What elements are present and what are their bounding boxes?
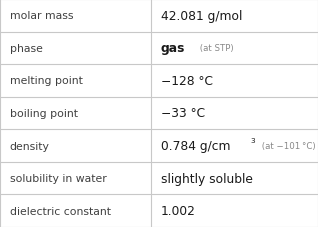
Text: density: density: [10, 141, 49, 151]
Text: solubility in water: solubility in water: [10, 173, 106, 183]
Text: gas: gas: [161, 42, 185, 55]
Text: −33 °C: −33 °C: [161, 107, 205, 120]
Text: −128 °C: −128 °C: [161, 75, 213, 88]
Text: phase: phase: [10, 44, 42, 54]
Text: 1.002: 1.002: [161, 204, 196, 217]
Text: melting point: melting point: [10, 76, 82, 86]
Text: (at −101 °C): (at −101 °C): [259, 141, 316, 151]
Text: 0.784 g/cm: 0.784 g/cm: [161, 139, 230, 152]
Text: boiling point: boiling point: [10, 109, 78, 118]
Text: molar mass: molar mass: [10, 11, 73, 21]
Text: dielectric constant: dielectric constant: [10, 206, 111, 216]
Text: (at STP): (at STP): [197, 44, 233, 53]
Text: 42.081 g/mol: 42.081 g/mol: [161, 10, 242, 23]
Text: slightly soluble: slightly soluble: [161, 172, 252, 185]
Text: 3: 3: [250, 138, 255, 143]
